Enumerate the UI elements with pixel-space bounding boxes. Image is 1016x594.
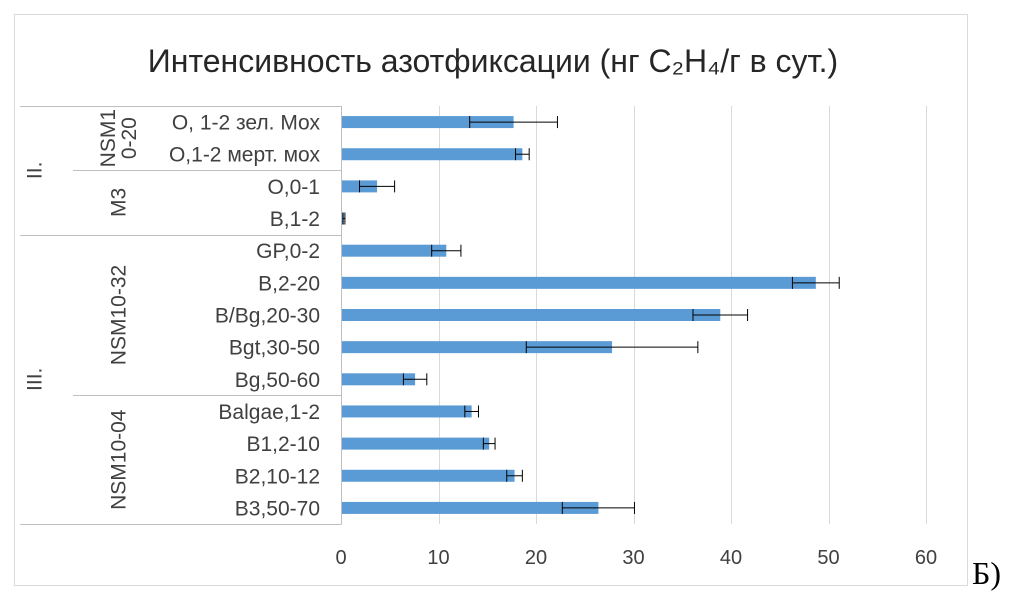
category-label: B2,10-12 xyxy=(235,465,320,488)
subgroup-label-line: NSM1 xyxy=(97,109,120,167)
bar xyxy=(342,309,721,321)
subgroup-label: M3 xyxy=(108,188,131,217)
subgroup-label: NSM10-04 xyxy=(108,409,131,510)
error-bar xyxy=(402,373,428,386)
x-tick-label: 40 xyxy=(720,547,742,569)
category-label: Bgt,30-50 xyxy=(229,337,320,360)
x-tick-label: 0 xyxy=(335,547,346,569)
bar xyxy=(342,341,613,354)
category-label: Balgae,1-2 xyxy=(218,401,320,424)
category-label: B,2-20 xyxy=(258,272,320,295)
error-bars xyxy=(342,116,840,514)
bar xyxy=(342,148,523,161)
chart-border xyxy=(14,14,968,586)
category-label: O,0-1 xyxy=(267,176,320,199)
bar xyxy=(342,501,599,514)
category-axis xyxy=(20,106,342,525)
category-label: Bg,50-60 xyxy=(235,369,320,392)
error-bar xyxy=(525,341,699,354)
error-bar xyxy=(506,469,523,482)
error-bar xyxy=(431,244,462,257)
bar xyxy=(342,244,447,257)
bar xyxy=(342,116,514,129)
bar xyxy=(342,469,515,482)
category-axis-labels: O, 1-2 зел. Мох O,1-2 мерт. мох NSM10-20 O,… xyxy=(24,109,321,520)
figure-label: Б) xyxy=(972,555,1001,591)
error-bar xyxy=(791,276,840,289)
subgroup-label-line: M3 xyxy=(108,188,131,217)
bar xyxy=(342,373,416,386)
x-axis-tick-labels: 0 10 20 30 40 50 60 xyxy=(335,547,937,569)
error-bar xyxy=(561,501,635,514)
group-label: III. xyxy=(24,368,47,391)
bars xyxy=(342,116,816,514)
x-tick-label: 50 xyxy=(817,547,839,569)
error-bar xyxy=(342,212,346,225)
category-label: O, 1-2 зел. Мох xyxy=(172,112,321,135)
error-bar xyxy=(515,148,530,161)
category-label: GP,0-2 xyxy=(256,240,320,263)
subgroup-label-line: NSM10-32 xyxy=(108,265,131,365)
group-label: II. xyxy=(24,162,47,180)
subgroup-label: NSM10-32 xyxy=(108,265,131,365)
error-bar xyxy=(692,309,749,321)
subgroup-label: NSM10-20 xyxy=(97,109,141,167)
x-tick-label: 10 xyxy=(427,547,449,569)
chart-title: Интенсивность азотфиксации (нг C₂H₄/г в … xyxy=(148,43,838,79)
error-bar xyxy=(482,437,496,450)
category-label: B/Bg,20-30 xyxy=(215,305,320,328)
category-label: B3,50-70 xyxy=(235,497,320,520)
error-bar xyxy=(464,405,479,418)
error-bar xyxy=(469,116,558,129)
error-bar xyxy=(359,180,396,193)
category-label: B1,2-10 xyxy=(246,433,320,456)
subgroup-label-line: 0-20 xyxy=(118,117,141,159)
bar xyxy=(342,437,490,450)
x-tick-label: 20 xyxy=(525,547,547,569)
x-tick-label: 60 xyxy=(915,547,937,569)
category-label: O,1-2 мерт. мох xyxy=(169,144,321,167)
bar xyxy=(342,276,816,289)
x-tick-label: 30 xyxy=(622,547,644,569)
bar xyxy=(342,405,472,418)
category-label: B,1-2 xyxy=(270,208,320,231)
subgroup-label-line: NSM10-04 xyxy=(108,409,131,510)
